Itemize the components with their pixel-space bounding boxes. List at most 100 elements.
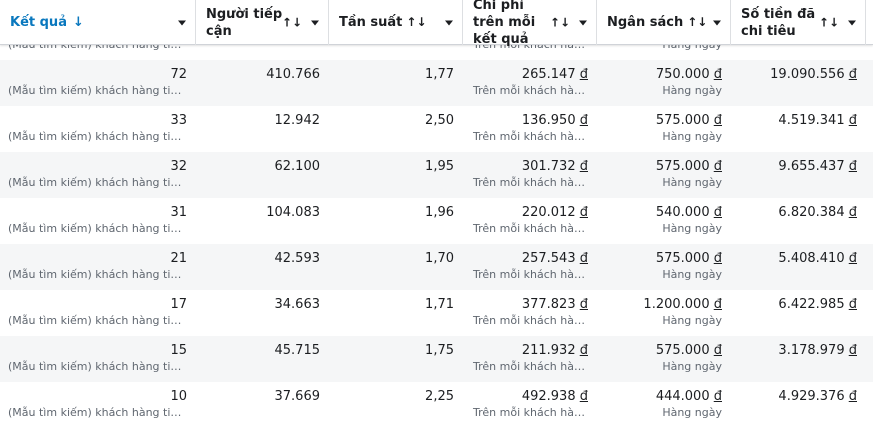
cell-frequency: 1,95 [329,152,463,198]
cell-frequency: 1,75 [329,336,463,382]
result-type: (Mẫu tìm kiếm) khách hàng tiề... [8,176,187,189]
sort-icon[interactable]: ↑↓ [281,15,302,29]
frequency-value: 2,50 [425,113,454,128]
cell-frequency: 2,25 [329,382,463,428]
spent-value: 9.655.437 đ [778,159,857,174]
cpr-type: Trên mỗi khách hàn... [473,130,588,143]
result-type: (Mẫu tìm kiếm) khách hàng tiề... [8,84,187,97]
cpr-type: Trên mỗi khách hàn... [473,176,588,189]
cpr-type: Trên mỗi khách hàn... [473,314,588,327]
result-type: (Mẫu tìm kiếm) khách hàng tiề... [8,268,187,281]
sort-icon[interactable]: ↑↓ [549,15,570,29]
column-header-frequency[interactable]: Tần suất ↑↓ [329,0,463,45]
cell-cost-per-result: 257.543 đ Trên mỗi khách hàn... [463,244,597,290]
result-type: (Mẫu tìm kiếm) khách hàng tiề... [8,222,187,235]
cell-amount-spent: 6.422.985 đ [731,290,866,336]
cell-results: 21 (Mẫu tìm kiếm) khách hàng tiề... [0,244,196,290]
table-row[interactable]: 72(Mẫu tìm kiếm) khách hàng tiề... 410.76… [0,60,873,106]
budget-type: Hàng ngày [662,360,722,373]
result-type: (Mẫu tìm kiếm) khách hàng tiề... [8,314,187,327]
cell-budget: 1.200.000 đ Hàng ngày [597,290,731,336]
cell-frequency: 1,77 [329,60,463,106]
cpr-value: 257.543 đ [521,251,588,266]
cpr-value: 265.147 đ [521,67,588,82]
cell-cost-per-result: 265.147 đ Trên mỗi khách hàn... [463,60,597,106]
reach-value: 62.100 [274,159,321,174]
cell-cost-per-result: 377.823 đ Trên mỗi khách hàn... [463,290,597,336]
cpr-value: 220.012 đ [521,205,588,220]
column-header-results[interactable]: Kết quả ↓ [0,0,196,45]
budget-type: Hàng ngày [662,176,722,189]
sort-icon[interactable]: ↓ [72,15,84,30]
budget-type: Hàng ngày [662,84,722,97]
cell-frequency: 1,77 [329,45,463,60]
cell-amount-spent: 19.090.556 đ [731,60,866,106]
cell-reach: 37.669 [196,382,329,428]
reach-value: 45.715 [274,343,321,358]
cell-cost-per-result: 136.950 đ Trên mỗi khách hàn... [463,106,597,152]
cell-results: 31 (Mẫu tìm kiếm) khách hàng tiề... [0,198,196,244]
cell-frequency: 1,70 [329,244,463,290]
cell-budget: 540.000 đ Hàng ngày [597,198,731,244]
budget-type: Hàng ngày [597,45,722,53]
cpr-type: Trên mỗi khách hàn... [473,360,588,373]
table-row[interactable]: 21 (Mẫu tìm kiếm) khách hàng tiề... 42.593… [0,244,873,290]
table-row[interactable]: 32 (Mẫu tìm kiếm) khách hàng tiề... 62.100… [0,152,873,198]
frequency-value: 1,75 [425,343,454,358]
cell-budget: 575.000 đ Hàng ngày [597,106,731,152]
result-type: (Mẫu tìm kiếm) khách hàng tiề... [8,360,187,373]
budget-value: 540.000 đ [655,205,722,220]
cell-reach: 62.100 [196,152,329,198]
cell-reach: 34.663 [196,290,329,336]
table-row[interactable]: 33 (Mẫu tìm kiếm) khách hàng tiề... 12.942… [0,106,873,152]
column-header-reach[interactable]: Người tiếp cận ↑↓ [196,0,329,45]
column-header-amount-spent[interactable]: Số tiền đã chi tiêu ↑↓ [731,0,866,45]
cell-results: 72 (Mẫu tìm kiếm) khách hàng tiề... [0,60,196,106]
frequency-value: 1,95 [425,159,454,174]
table-row[interactable]: 15 (Mẫu tìm kiếm) khách hàng tiề... 45.715… [0,336,873,382]
results-value: 17 [170,297,187,312]
reach-value: 34.663 [274,297,321,312]
cell-amount-spent: 3.178.979 đ [731,336,866,382]
column-header-cost-per-result[interactable]: Chi phí trên mỗi kết quả ↑↓ [463,0,597,47]
table-row[interactable]: 17 (Mẫu tìm kiếm) khách hàng tiề... 34.663… [0,290,873,336]
column-header-label: Tần suất [339,15,403,30]
cell-amount-spent: 4.519.341 đ [731,106,866,152]
budget-type: Hàng ngày [662,222,722,235]
cell-frequency: 1,96 [329,198,463,244]
dropdown-caret-icon[interactable] [445,20,453,25]
frequency-value: 1,71 [425,297,454,312]
frequency-value: 2,25 [425,389,454,404]
results-value: 32 [170,159,187,174]
sort-icon[interactable]: ↑↓ [818,15,839,29]
cell-budget: 575.000 đ Hàng ngày [597,336,731,382]
reach-value: 410.766 [266,67,320,82]
reach-value: 12.942 [274,113,321,128]
cell-cost-per-result: 211.932 đ Trên mỗi khách hàn... [463,336,597,382]
budget-type: Hàng ngày [662,130,722,143]
cell-amount-spent: 4.929.376 đ [731,382,866,428]
cell-results: 17 (Mẫu tìm kiếm) khách hàng tiề... [0,290,196,336]
results-value: 15 [170,343,187,358]
cell-reach: 45.715 [196,336,329,382]
cell-amount-spent: 9.655.437 đ [731,152,866,198]
table-body: 72 (Mẫu tìm kiếm) khách hàng tiề... 410.76… [0,45,873,428]
dropdown-caret-icon[interactable] [178,20,186,25]
table-row[interactable]: 72(Mẫu tìm kiếm) khách hàng tiề...410.76… [0,45,873,60]
table-row[interactable]: 10 (Mẫu tìm kiếm) khách hàng tiề... 37.669… [0,382,873,428]
spent-value: 6.422.985 đ [778,297,857,312]
sort-icon[interactable]: ↑↓ [687,15,708,29]
dropdown-caret-icon[interactable] [311,20,319,25]
dropdown-caret-icon[interactable] [579,20,587,25]
dropdown-caret-icon[interactable] [713,20,721,25]
column-header-label: Người tiếp cận [206,6,283,39]
column-header-budget[interactable]: Ngân sách ↑↓ [597,0,731,45]
table-row[interactable]: 31 (Mẫu tìm kiếm) khách hàng tiề... 104.08… [0,198,873,244]
results-value: 21 [170,251,187,266]
dropdown-caret-icon[interactable] [848,20,856,25]
result-type: (Mẫu tìm kiếm) khách hàng tiề... [0,45,187,53]
sort-icon[interactable]: ↑↓ [406,15,427,29]
budget-value: 575.000 đ [655,159,722,174]
